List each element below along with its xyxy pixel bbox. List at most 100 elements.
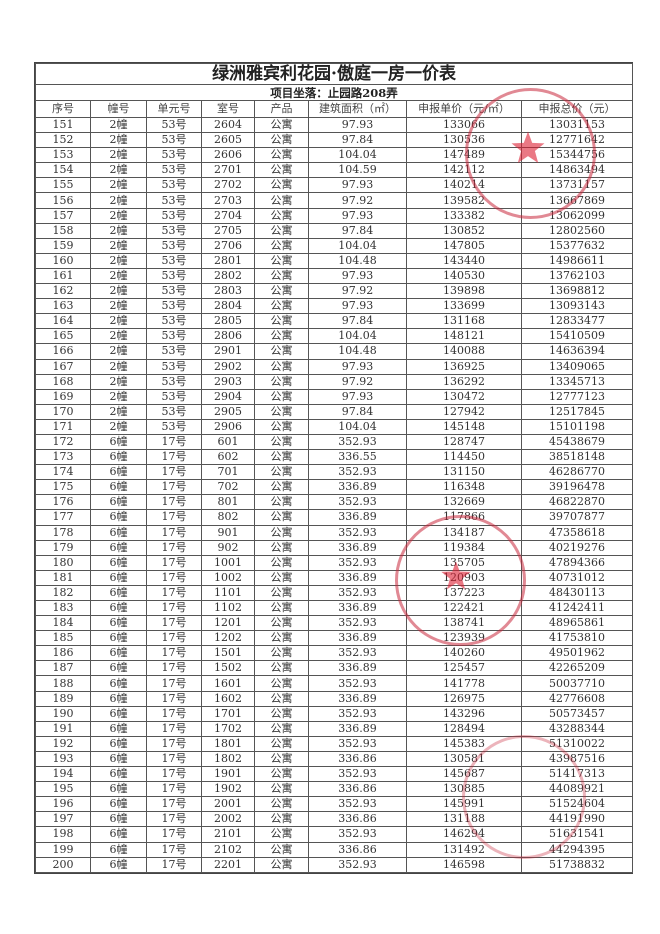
cell-unit-price: 146294 (406, 826, 522, 843)
table-row: 168 2幢 53号 2903 公寓 97.92 136292 13345713 (35, 373, 634, 390)
column-header: 申报总价（元） (520, 100, 634, 118)
cell-row-number: 151 (35, 116, 91, 134)
cell-row-number: 155 (35, 177, 91, 194)
cell-total-price: 13031153 (520, 116, 634, 134)
cell-unit: 17号 (146, 856, 202, 873)
cell-unit: 53号 (146, 403, 202, 420)
cell-unit-price: 127942 (406, 403, 522, 420)
cell-room: 2805 (201, 313, 255, 330)
cell-product-type: 公寓 (254, 147, 309, 164)
cell-total-price: 43288344 (520, 720, 634, 737)
cell-building: 2幢 (90, 403, 147, 420)
cell-building: 6幢 (90, 464, 147, 481)
cell-unit: 17号 (146, 750, 202, 768)
cell-total-price: 13409065 (520, 358, 634, 375)
cell-room: 1801 (201, 735, 255, 752)
cell-product-type: 公寓 (254, 584, 309, 602)
cell-product-type: 公寓 (254, 494, 309, 511)
cell-product-type: 公寓 (254, 766, 309, 783)
cell-total-price: 13062099 (520, 207, 634, 224)
cell-unit: 17号 (146, 569, 202, 586)
cell-building: 2幢 (90, 418, 147, 435)
cell-product-type: 公寓 (254, 222, 309, 239)
cell-total-price: 42776608 (520, 690, 634, 707)
cell-total-price: 44089921 (520, 781, 634, 798)
cell-product-type: 公寓 (254, 841, 309, 858)
cell-row-number: 176 (35, 494, 91, 511)
cell-total-price: 43987516 (520, 750, 634, 768)
cell-unit: 17号 (146, 494, 202, 511)
cell-room: 601 (201, 433, 255, 451)
cell-product-type: 公寓 (254, 509, 309, 526)
cell-row-number: 185 (35, 630, 91, 647)
cell-product-type: 公寓 (254, 750, 309, 768)
table-row: 186 6幢 17号 1501 公寓 352.93 140260 49501962 (35, 645, 634, 662)
cell-building: 2幢 (90, 313, 147, 330)
table-header-row: 序号 幢号 单元号 室号 产品 建筑面积（㎡） 申报单价（元/㎡） 申报总价（元） (35, 100, 634, 118)
cell-room: 2705 (201, 222, 255, 239)
cell-unit-price: 130581 (406, 750, 522, 768)
cell-unit-price: 143296 (406, 705, 522, 722)
cell-floor-area: 336.89 (308, 599, 407, 617)
cell-unit-price: 136925 (406, 358, 522, 375)
cell-total-price: 40219276 (520, 539, 634, 556)
cell-floor-area: 104.04 (308, 237, 407, 254)
cell-room: 1602 (201, 690, 255, 707)
cell-room: 2101 (201, 826, 255, 843)
cell-room: 1701 (201, 705, 255, 722)
cell-room: 2605 (201, 132, 255, 149)
cell-unit: 17号 (146, 524, 202, 541)
cell-row-number: 180 (35, 554, 91, 571)
table-row: 169 2幢 53号 2904 公寓 97.93 130472 12777123 (35, 388, 634, 405)
table-row: 171 2幢 53号 2906 公寓 104.04 145148 15101198 (35, 418, 634, 435)
cell-unit: 17号 (146, 660, 202, 677)
cell-room: 1902 (201, 781, 255, 798)
cell-building: 6幢 (90, 539, 147, 556)
cell-building: 6幢 (90, 675, 147, 692)
cell-room: 2801 (201, 252, 255, 269)
cell-row-number: 197 (35, 811, 91, 828)
cell-unit: 53号 (146, 313, 202, 330)
cell-product-type: 公寓 (254, 298, 309, 315)
column-header: 室号 (201, 100, 255, 118)
cell-floor-area: 352.93 (308, 856, 407, 873)
cell-building: 6幢 (90, 690, 147, 707)
table-row: 196 6幢 17号 2001 公寓 352.93 145991 51524604 (35, 796, 634, 813)
cell-row-number: 194 (35, 766, 91, 783)
document-title: 绿洲雅宾利花园·傲庭一房一价表 (34, 63, 634, 85)
cell-product-type: 公寓 (254, 343, 309, 360)
cell-unit-price: 131188 (406, 811, 522, 828)
cell-product-type: 公寓 (254, 177, 309, 194)
table-row: 152 2幢 53号 2605 公寓 97.84 130536 12771642 (35, 132, 634, 149)
table-row: 184 6幢 17号 1201 公寓 352.93 138741 48965861 (35, 615, 634, 632)
cell-product-type: 公寓 (254, 826, 309, 843)
cell-product-type: 公寓 (254, 283, 309, 300)
cell-unit: 17号 (146, 433, 202, 451)
cell-row-number: 193 (35, 750, 91, 768)
cell-floor-area: 352.93 (308, 705, 407, 722)
cell-unit: 53号 (146, 283, 202, 300)
cell-floor-area: 104.48 (308, 252, 407, 269)
cell-row-number: 158 (35, 222, 91, 239)
cell-building: 6幢 (90, 554, 147, 571)
cell-room: 2001 (201, 796, 255, 813)
cell-unit-price: 126975 (406, 690, 522, 707)
cell-product-type: 公寓 (254, 403, 309, 420)
cell-product-type: 公寓 (254, 192, 309, 209)
cell-building: 2幢 (90, 252, 147, 269)
cell-room: 801 (201, 494, 255, 511)
cell-row-number: 184 (35, 615, 91, 632)
cell-floor-area: 336.89 (308, 569, 407, 586)
cell-row-number: 192 (35, 735, 91, 752)
cell-unit: 53号 (146, 192, 202, 209)
cell-building: 2幢 (90, 358, 147, 375)
cell-room: 2803 (201, 283, 255, 300)
cell-total-price: 15377632 (520, 237, 634, 254)
cell-total-price: 12771642 (520, 132, 634, 149)
cell-building: 6幢 (90, 660, 147, 677)
cell-total-price: 45438679 (520, 433, 634, 451)
cell-row-number: 189 (35, 690, 91, 707)
cell-unit-price: 120903 (406, 569, 522, 586)
column-header: 幢号 (90, 100, 147, 118)
cell-unit: 53号 (146, 147, 202, 164)
